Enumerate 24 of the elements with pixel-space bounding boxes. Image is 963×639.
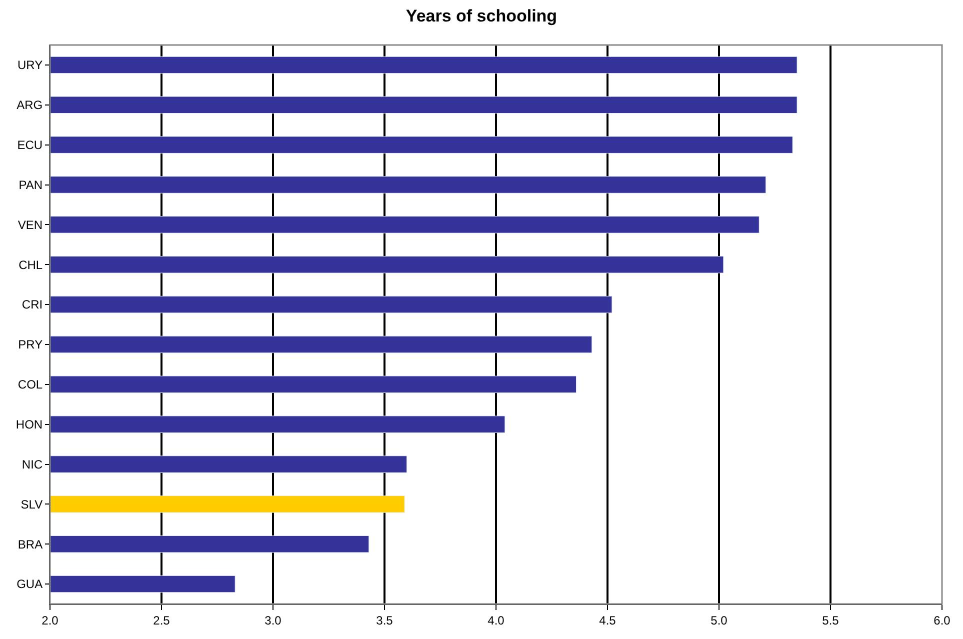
y-tick-label: URY: [17, 58, 43, 72]
y-tick-label: COL: [18, 378, 43, 392]
y-tick-label: ARG: [16, 98, 43, 112]
x-tick-label: 5.0: [710, 613, 728, 628]
y-tick-label: BRA: [18, 537, 43, 552]
x-tick-label: 4.5: [599, 613, 616, 628]
y-tick-label: GUA: [16, 577, 43, 592]
x-tick-label: 6.0: [934, 613, 951, 628]
x-tick-label: 5.5: [822, 613, 840, 628]
y-tick-label: CRI: [22, 298, 43, 312]
x-tick-label: 2.5: [153, 613, 170, 628]
x-tick-label: 3.0: [264, 613, 282, 628]
x-tick-label: 3.5: [376, 613, 394, 628]
y-tick-label: HON: [16, 418, 43, 432]
y-tick-label: PAN: [18, 178, 43, 192]
x-tick-label: 4.0: [488, 613, 505, 628]
y-tick-label: SLV: [20, 497, 43, 512]
chart-title: Years of schooling: [406, 6, 558, 26]
x-tick-label: 2.0: [42, 613, 59, 628]
y-tick-label: ECU: [17, 138, 43, 152]
y-tick-label: CHL: [18, 258, 43, 272]
y-tick-label: VEN: [18, 218, 43, 232]
y-tick-label: PRY: [18, 338, 43, 352]
y-tick-label: NIC: [22, 457, 43, 472]
